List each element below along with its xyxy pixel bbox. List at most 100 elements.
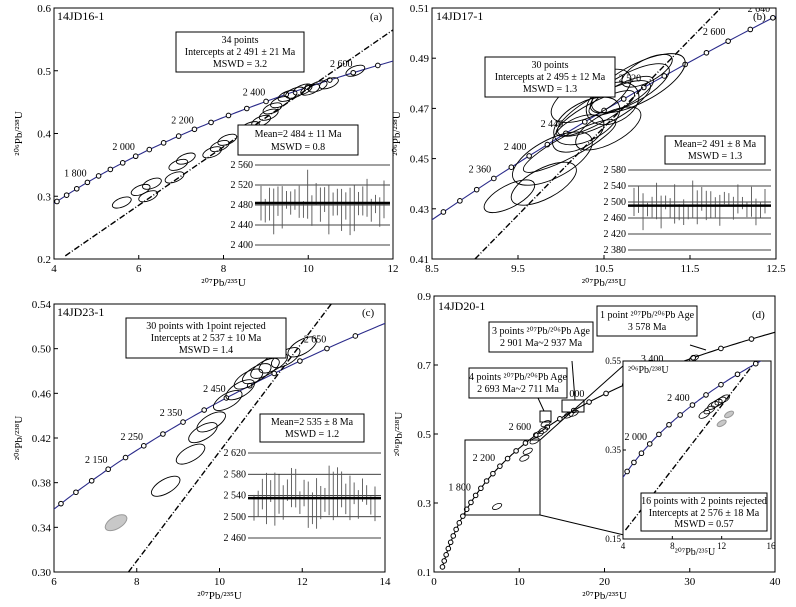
panel-d-callout-3	[689, 344, 707, 351]
b-inset-tick-label: 2 420	[604, 229, 627, 240]
panel-d-zoom-region	[464, 439, 541, 516]
d-ylabel: ²⁰⁶Pb/²³⁸U	[393, 412, 405, 457]
panel-d-note2-line2: 2 901 Ma~2 937 Ma	[500, 338, 583, 349]
a-age-label: 2 000	[112, 142, 135, 153]
c-age-marker	[201, 407, 207, 413]
b-inset-tick-label: 2 540	[604, 181, 627, 192]
panel-a-inset: 2 560 2 520 2 480 2 440 2 400	[231, 160, 390, 251]
a-xtick-label: 6	[136, 263, 142, 275]
panel-d-note2-box	[488, 321, 594, 353]
d-xtick-label: 0	[431, 576, 437, 588]
panel-c-plot: 2 150 2 250 2 350 2 450 2 650	[54, 304, 385, 572]
d-age-marker	[513, 448, 519, 454]
c-age-marker	[140, 443, 147, 449]
di-age-marker	[638, 450, 645, 457]
panel-c-info-line3: MSWD = 1.4	[179, 345, 233, 356]
a-age-label: 1 800	[64, 168, 87, 179]
d-age-marker	[483, 478, 490, 484]
c-ytick-label: 0.38	[32, 478, 52, 490]
b-age-marker	[440, 209, 447, 215]
panel-d-note1-line2: 2 693 Ma~2 711 Ma	[477, 384, 559, 395]
c-xtick-label: 12	[297, 576, 308, 588]
b-error-ellipse	[483, 179, 536, 214]
a-age-marker	[73, 185, 80, 192]
d-xtick-label: 10	[514, 576, 526, 588]
d-age-marker	[490, 470, 496, 477]
c-error-ellipse	[188, 422, 218, 444]
b-error-ellipse	[552, 114, 605, 153]
c-age-marker	[122, 454, 129, 461]
panel-b-tag: (b)	[753, 11, 766, 23]
b-ytick-label: 0.45	[410, 154, 430, 166]
b-ytick-label: 0.49	[410, 53, 430, 65]
di-age-marker	[666, 421, 672, 428]
b-inset-tick-label: 2 580	[604, 165, 627, 176]
c-age-marker	[88, 477, 95, 484]
c-ytick-label: 0.34	[32, 522, 52, 534]
b-age-marker	[703, 49, 710, 56]
c-age-marker	[352, 333, 359, 339]
b-age-label: 2 440	[541, 119, 564, 130]
panel-c-info-line2: Intercepts at 2 537 ± 10 Ma	[151, 333, 262, 344]
d-error-ellipse	[538, 427, 549, 435]
c-xtick-label: 10	[214, 576, 226, 588]
c-inset-tick-label: 2 500	[224, 512, 247, 523]
a-error-ellipse	[111, 196, 132, 209]
d-error-ellipse	[522, 447, 533, 455]
c-ytick-label: 0.30	[32, 567, 52, 579]
c-age-label: 2 650	[304, 335, 327, 346]
a-error-ellipse	[168, 158, 189, 171]
d-age-marker	[439, 564, 446, 570]
panel-d-note3-box	[596, 305, 698, 337]
di-age-marker	[718, 381, 724, 388]
a-age-marker	[146, 146, 153, 153]
panel-b-axes: 8.5 9.5 10.5 11.5 12.5 0.41 0.43 0.45 0.47 0.49 0.…	[391, 3, 786, 289]
d-age-marker	[453, 526, 459, 533]
panel-a-sample: 14JD16-1	[57, 9, 104, 23]
c-error-ellipse	[241, 363, 272, 385]
d-xtick-label: 30	[684, 576, 696, 588]
a-age-marker	[84, 179, 91, 186]
d-ytick-label: 0.1	[417, 567, 431, 579]
b-age-label: 2 640	[748, 4, 771, 15]
c-age-label: 2 450	[203, 384, 226, 395]
c-inset-tick-label: 2 620	[224, 448, 247, 459]
d-error-ellipse	[533, 430, 544, 438]
panel-d-inset-xlabel: ²⁰⁷Pb/²³⁵U	[675, 547, 716, 558]
di-age-marker	[624, 468, 630, 475]
a-inset-tick-label: 2 480	[231, 200, 254, 211]
c-age-marker	[324, 345, 330, 352]
panel-c-sample: 14JD23-1	[57, 305, 104, 319]
panel-b-mean-box	[664, 135, 766, 165]
panel-a-info-line1: 34 points	[222, 35, 259, 46]
d-age-marker	[441, 558, 448, 564]
di-age-label: 2 000	[624, 432, 647, 443]
a-xtick-label: 8	[221, 263, 227, 275]
b-error-ellipse	[553, 96, 621, 146]
d-age-label: 3 400	[641, 354, 664, 365]
a-error-ellipse	[285, 86, 305, 99]
a-age-marker	[244, 105, 250, 112]
a-inset-tick-label: 2 560	[231, 160, 254, 171]
d-age-marker	[497, 463, 503, 469]
d-age-marker	[522, 440, 529, 446]
panel-d-inset-info-line3: MSWD = 0.57	[674, 519, 733, 530]
a-age-marker	[119, 160, 126, 166]
a-age-marker	[175, 133, 182, 139]
panel-d-axes: 0 10 20 30 40 0.1 0.3 0.5 0.7 0.9 ²⁰⁷Pb/²³⁵U ²⁰⁶Pb/…	[393, 291, 781, 602]
di-concordia	[623, 361, 762, 479]
a-xtick-label: 12	[388, 263, 399, 275]
d-age-label: 2 200	[473, 453, 496, 464]
c-inset-tick-label: 2 540	[224, 491, 247, 502]
panel-d-note1-line1: 4 points ²⁰⁷Pb/²⁰⁶Pb Age	[469, 372, 568, 383]
c-ytick-label: 0.54	[32, 299, 52, 311]
a-error-ellipse	[345, 64, 366, 77]
di-age-marker	[689, 402, 696, 408]
panel-b-info-line2: Intercepts at 2 495 ± 12 Ma	[495, 72, 606, 83]
a-error-ellipse	[202, 146, 223, 159]
panel-d-group-4pts	[539, 410, 552, 423]
b-error-ellipse	[575, 106, 642, 151]
a-xtick-label: 10	[303, 263, 315, 275]
a-ylabel: ²⁰⁶Pb/²³⁸U	[13, 111, 25, 156]
